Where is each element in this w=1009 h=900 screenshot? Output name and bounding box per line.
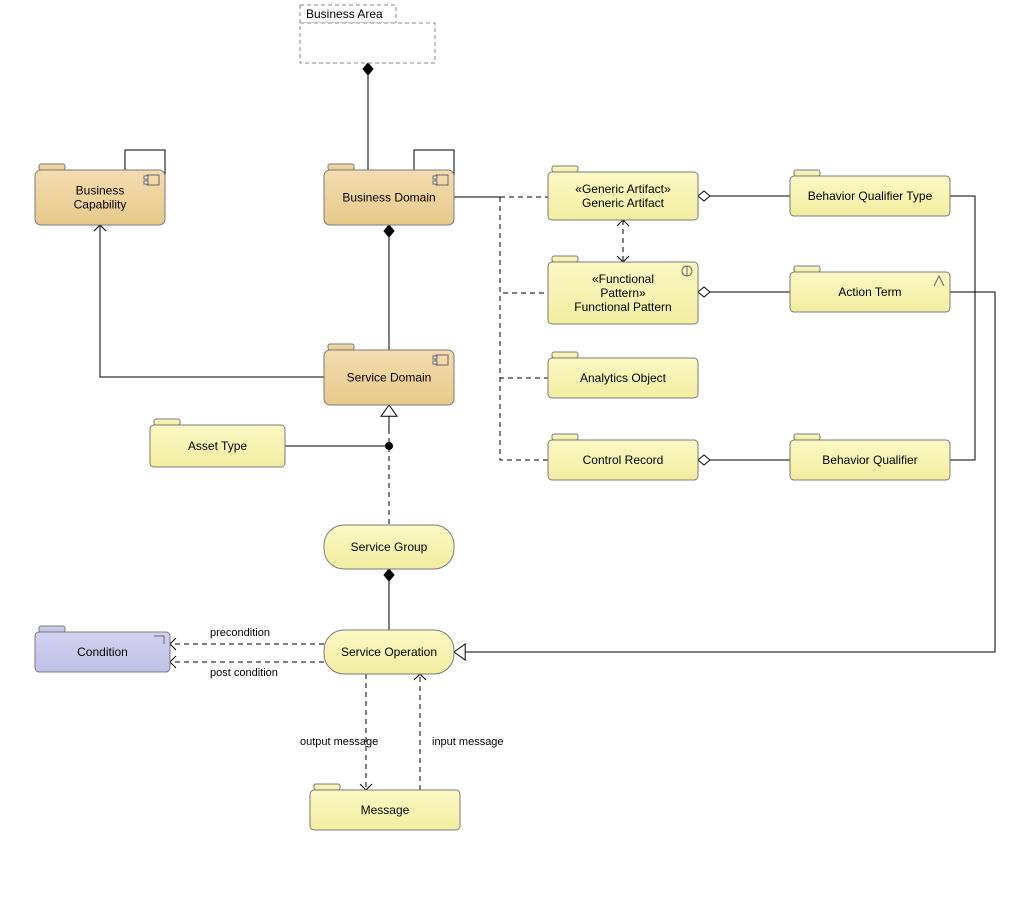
node-label: Pattern»	[600, 286, 646, 300]
node-label: Service Operation	[341, 645, 437, 659]
node-behavior_qualifier: Behavior Qualifier	[790, 434, 950, 480]
edge	[500, 197, 548, 460]
node-label: Service Domain	[347, 371, 432, 385]
node-label: Behavior Qualifier	[822, 453, 917, 467]
node-label: Action Term	[838, 285, 901, 299]
node-message: Message	[310, 784, 460, 830]
edge-label: output message	[300, 736, 378, 748]
node-label: Business Area	[306, 7, 383, 21]
edge	[950, 196, 975, 460]
node-label: Functional Pattern	[574, 300, 671, 314]
edge-label: precondition	[210, 627, 270, 639]
node-service_domain: Service Domain	[324, 344, 454, 405]
node-condition: Condition	[35, 626, 170, 672]
node-label: «Functional	[592, 272, 654, 286]
edge	[500, 197, 548, 293]
node-business_capability: BusinessCapability	[35, 164, 165, 225]
node-label: Business	[76, 184, 125, 198]
node-label: Condition	[77, 645, 128, 659]
node-generic_artifact: «Generic Artifact»Generic Artifact	[548, 166, 698, 220]
node-functional_pattern: «FunctionalPattern»Functional Pattern	[548, 256, 698, 324]
node-analytics_object: Analytics Object	[548, 352, 698, 398]
edge	[500, 197, 548, 378]
edge-label: post condition	[210, 667, 278, 679]
node-label: Control Record	[583, 453, 664, 467]
node-label: Message	[361, 803, 410, 817]
node-label: Behavior Qualifier Type	[808, 189, 933, 203]
node-label: Service Group	[351, 540, 428, 554]
node-control_record: Control Record	[548, 434, 698, 480]
edge	[100, 225, 324, 377]
node-label: «Generic Artifact»	[575, 182, 671, 196]
node-label: Business Domain	[342, 191, 435, 205]
node-asset_type: Asset Type	[150, 419, 285, 467]
node-label: Capability	[74, 198, 127, 212]
edge-label: input message	[432, 736, 504, 748]
node-action_term: Action Term	[790, 266, 950, 312]
node-label: Analytics Object	[580, 371, 667, 385]
node-service_group: Service Group	[324, 525, 454, 569]
node-label: Asset Type	[188, 439, 247, 453]
node-business_area: Business Area	[300, 5, 435, 63]
node-label: Generic Artifact	[582, 196, 665, 210]
node-business_domain: Business Domain	[324, 164, 454, 225]
node-behavior_qualifier_type: Behavior Qualifier Type	[790, 170, 950, 216]
uml-diagram: output message input message precondition p…	[0, 0, 1009, 900]
node-service_operation: Service Operation	[324, 630, 454, 674]
